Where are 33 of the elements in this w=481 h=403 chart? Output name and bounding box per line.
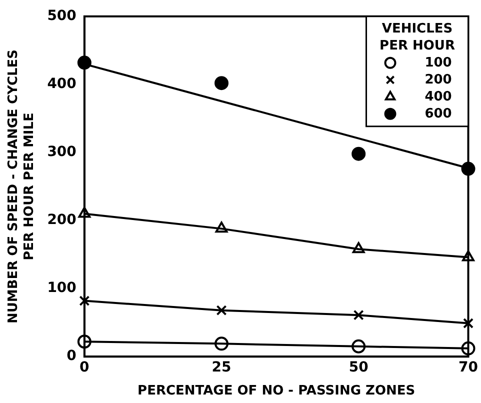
point (77, 56, 92, 70)
point (463, 318, 474, 329)
x-tick-label: 70 (458, 360, 478, 376)
point (353, 310, 364, 320)
y-tick-label: 100 (47, 280, 77, 296)
x-tick-label: 0 (80, 360, 90, 376)
legend-label: 400 (424, 89, 452, 104)
point (214, 336, 229, 351)
point (352, 339, 366, 354)
point (77, 334, 92, 349)
x-axis-title: PERCENTAGE OF NO - PASSING ZONES (138, 384, 416, 399)
y-axis-title: NUMBER OF SPEED - CHANGE CYCLES PER HOUR PER MILE (6, 49, 37, 324)
x-tick-label: 50 (348, 360, 369, 376)
y-tick-label: 500 (47, 8, 77, 24)
x-tick-label: 25 (212, 360, 232, 376)
point (461, 341, 476, 356)
point (461, 162, 476, 176)
legend-title: VEHICLES PER HOUR (380, 21, 455, 54)
point (79, 296, 90, 306)
legend-label: 200 (424, 72, 452, 88)
point (462, 250, 474, 262)
point (352, 242, 365, 254)
point (352, 146, 366, 161)
point (78, 206, 91, 218)
y-tick-label: 200 (47, 212, 77, 228)
point (214, 76, 229, 90)
point (216, 305, 227, 316)
y-tick-label: 0 (66, 348, 77, 364)
point (215, 222, 228, 233)
legend-label: 600 (424, 106, 452, 122)
y-tick-label: 300 (47, 144, 77, 160)
y-tick-label: 400 (47, 76, 77, 92)
legend-label: 100 (424, 55, 452, 70)
